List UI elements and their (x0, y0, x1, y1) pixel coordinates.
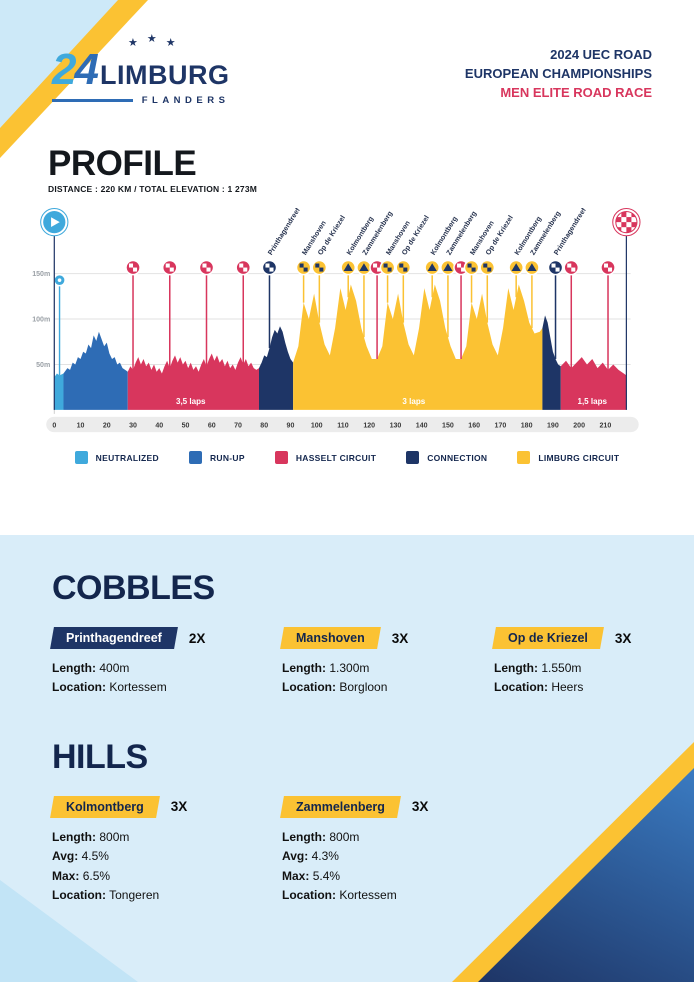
hills-cards: Kolmontberg 3X Length: 800m Avg: 4.5% Ma… (52, 796, 654, 906)
hill-badge: Kolmontberg (52, 796, 158, 818)
legend-item-neutralized: NEUTRALIZED (74, 451, 159, 465)
svg-text:100: 100 (311, 423, 323, 430)
svg-text:150m: 150m (32, 271, 50, 278)
svg-text:80: 80 (260, 423, 268, 430)
hill-card-kolmontberg: Kolmontberg 3X Length: 800m Avg: 4.5% Ma… (52, 796, 282, 906)
svg-text:10: 10 (77, 423, 85, 430)
profile-title: PROFILE (48, 144, 197, 183)
field-length: Length: 400m (52, 661, 130, 675)
logo-24: 24 (52, 45, 99, 94)
event-title-line1: 2024 UEC ROAD (550, 47, 652, 62)
chart-legend: NEUTRALIZED RUN-UP HASSELT CIRCUIT CONNE… (0, 451, 694, 465)
field-avg: Avg: 4.5% (52, 849, 109, 864)
svg-text:1,5 laps: 1,5 laps (577, 397, 607, 406)
legend-item-limburg-circuit: LIMBURG CIRCUIT (517, 451, 619, 465)
field-location: Location: Kortessem (52, 680, 167, 695)
logo-subline: FLANDERS (52, 95, 229, 106)
legend-swatch (517, 451, 531, 465)
hill-card-zammelenberg: Zammelenberg 3X Length: 800m Avg: 4.3% M… (282, 796, 494, 906)
svg-text:180: 180 (521, 423, 533, 430)
field-length: Length: 800m (282, 829, 360, 844)
cobble-count: 2X (188, 630, 206, 646)
profile-subtitle: DISTANCE : 220 KM / TOTAL ELEVATION : 1 … (48, 184, 258, 194)
svg-text:100m: 100m (32, 317, 50, 324)
svg-text:210: 210 (600, 423, 612, 430)
logo-flanders-text: FLANDERS (141, 95, 230, 106)
event-title-line3: MEN ELITE ROAD RACE (500, 84, 652, 100)
field-length: Length: 800m (52, 829, 130, 844)
logo-wordmark: 24 LIMBURG (52, 45, 230, 94)
cobble-badge: Op de Kriezel (494, 627, 602, 649)
svg-text:200: 200 (573, 423, 585, 430)
legend-swatch (188, 451, 202, 465)
header: ★ ★ ★ 24 LIMBURG FLANDERS 2024 UEC ROAD … (0, 0, 694, 106)
svg-text:120: 120 (363, 423, 375, 430)
star-icon: ★ (165, 37, 176, 49)
hills-title: HILLS (52, 737, 148, 776)
svg-text:3,5 laps: 3,5 laps (176, 397, 206, 406)
svg-text:110: 110 (337, 423, 348, 430)
legend-swatch (406, 451, 420, 465)
legend-swatch (74, 451, 88, 465)
svg-text:160: 160 (468, 423, 480, 430)
elevation-profile-svg: 50m 100m 150m 0 10 20 30 40 50 60 70 80 90 100 110 120 1… (32, 206, 641, 433)
svg-text:170: 170 (495, 423, 507, 430)
svg-text:70: 70 (234, 423, 242, 430)
star-icon: ★ (128, 37, 138, 49)
svg-text:50m: 50m (36, 362, 50, 369)
svg-text:30: 30 (129, 423, 137, 430)
svg-text:20: 20 (103, 423, 111, 430)
logo-line-decoration (52, 99, 133, 102)
field-max: Max: 6.5% (52, 868, 111, 883)
legend-item-hasselt-circuit: HASSELT CIRCUIT (274, 451, 376, 465)
cobble-count: 3X (391, 630, 409, 646)
cobble-count: 3X (614, 630, 632, 646)
field-location: Location: Heers (494, 680, 584, 695)
profile-heading-block: PROFILE DISTANCE : 220 KM / TOTAL ELEVAT… (48, 146, 694, 194)
cobble-card-printhagendreef: Printhagendreef 2X Length: 400m Location… (52, 627, 282, 698)
svg-text:0: 0 (52, 423, 56, 430)
field-length: Length: 1.550m (494, 661, 582, 675)
field-max: Max: 5.4% (282, 868, 341, 883)
logo-limburg-text: LIMBURG (99, 60, 230, 90)
svg-text:50: 50 (182, 423, 190, 430)
field-length: Length: 1.300m (282, 661, 370, 675)
event-title-line2: EUROPEAN CHAMPIONSHIPS (464, 65, 652, 81)
cobble-card-op-de-kriezel: Op de Kriezel 3X Length: 1.550m Location… (494, 627, 654, 698)
star-icon: ★ (146, 33, 157, 45)
cobbles-cards: Printhagendreef 2X Length: 400m Location… (52, 627, 654, 698)
limburg-logo: ★ ★ ★ 24 LIMBURG FLANDERS (52, 33, 230, 106)
svg-text:60: 60 (208, 423, 216, 430)
field-location: Location: Kortessem (282, 888, 397, 903)
field-location: Location: Borgloon (282, 680, 388, 695)
cobble-badge: Printhagendreef (52, 627, 176, 649)
cobble-card-manshoven: Manshoven 3X Length: 1.300m Location: Bo… (282, 627, 494, 698)
elevation-profile-chart: 50m 100m 150m 0 10 20 30 40 50 60 70 80 90 100 110 120 1… (24, 206, 670, 443)
legend-item-run-up: RUN-UP (188, 451, 245, 465)
svg-text:90: 90 (287, 423, 295, 430)
svg-text:Printhagendreef: Printhagendreef (267, 208, 302, 256)
hill-count: 3X (411, 799, 429, 815)
svg-text:130: 130 (390, 423, 402, 430)
legend-item-connection: CONNECTION (406, 451, 487, 465)
svg-text:3 laps: 3 laps (402, 397, 425, 406)
field-location: Location: Tongeren (52, 888, 160, 903)
legend-swatch (274, 451, 288, 465)
svg-text:40: 40 (155, 423, 163, 430)
logo-stars: ★ ★ ★ (128, 33, 229, 49)
event-title-block: 2024 UEC ROAD EUROPEAN CHAMPIONSHIPS MEN… (465, 46, 652, 106)
svg-text:150: 150 (442, 423, 454, 430)
field-avg: Avg: 4.3% (282, 849, 339, 864)
svg-text:190: 190 (547, 423, 559, 430)
hill-count: 3X (170, 799, 188, 815)
svg-text:140: 140 (416, 423, 428, 430)
cobbles-title: COBBLES (52, 569, 215, 607)
details-section: COBBLES Printhagendreef 2X Length: 400m … (0, 535, 694, 982)
cobble-badge: Manshoven (282, 627, 379, 649)
hill-badge: Zammelenberg (282, 796, 399, 818)
